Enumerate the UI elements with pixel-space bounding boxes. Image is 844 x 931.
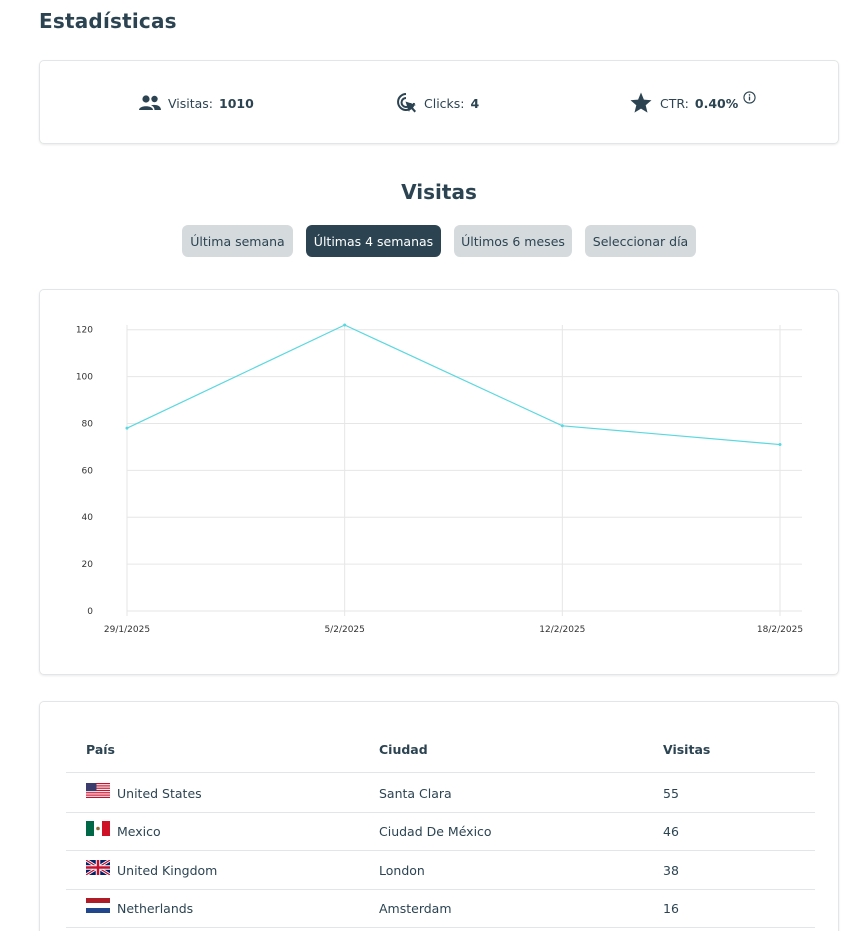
city-name: London (379, 863, 425, 878)
city-name: Amsterdam (379, 901, 452, 916)
y-tick-label: 120 (76, 326, 93, 336)
clicks-value: 4 (470, 95, 480, 111)
stat-ctr: CTR: 0.40% (628, 61, 756, 145)
x-tick-label: 12/2/2025 (539, 625, 585, 635)
y-tick-label: 100 (76, 373, 93, 383)
table-row: Netherlands Amsterdam 16 (66, 889, 815, 928)
country-name: Mexico (117, 824, 161, 839)
visits-value: 1010 (219, 95, 254, 111)
users-icon (138, 94, 162, 112)
visits-section-title: Visitas (401, 180, 477, 204)
x-tick-label: 5/2/2025 (324, 625, 364, 635)
page-title: Estadísticas (39, 9, 177, 33)
y-tick-label: 40 (82, 513, 94, 523)
info-icon[interactable] (743, 90, 756, 104)
header-visits: Visitas (663, 742, 711, 757)
visits-label: Visitas: (168, 95, 214, 111)
ctr-label: CTR: (660, 95, 689, 111)
x-tick-label: 29/1/2025 (104, 625, 150, 635)
country-name: Netherlands (117, 901, 194, 916)
click-cursor-icon (396, 92, 418, 114)
y-tick-label: 20 (82, 560, 94, 570)
header-city: Ciudad (379, 742, 428, 757)
clicks-label: Clicks: (424, 95, 465, 111)
y-tick-label: 0 (87, 607, 93, 617)
visits-table-card: País Ciudad Visitas United States Santa … (39, 701, 839, 931)
city-name: Santa Clara (379, 786, 452, 801)
y-tick-label: 60 (82, 466, 94, 476)
header-country: País (86, 742, 115, 757)
ctr-value: 0.40% (694, 95, 739, 111)
visits-series-line (126, 324, 781, 446)
gb-flag-icon (85, 858, 111, 877)
y-tick-label: 80 (82, 419, 94, 429)
stat-visits: Visitas: 1010 (138, 61, 254, 145)
period-tabs: Última semana Últimas 4 semanas Últimos … (0, 225, 844, 257)
us-flag-icon (86, 783, 110, 798)
visits-count: 38 (663, 863, 679, 878)
data-point (125, 426, 129, 430)
nl-flag-icon (86, 898, 110, 913)
visits-line-chart: 0 20 40 60 80 100 120 29/1/2025 5/2/2025 12/2/202… (76, 323, 803, 635)
stats-card: Visitas: 1010 Clicks: 4 CTR: 0.40% (39, 60, 839, 144)
tab-last-6-months[interactable]: Últimos 6 meses (454, 225, 572, 257)
data-point (343, 323, 347, 327)
table-row: United Kingdom London 38 (66, 851, 815, 890)
tab-last-week[interactable]: Última semana (182, 225, 293, 257)
visits-count: 46 (663, 824, 679, 839)
visits-count: 55 (663, 786, 679, 801)
table-row: United States Santa Clara 55 (66, 774, 815, 813)
table-row: Mexico Ciudad De México 46 (66, 812, 815, 851)
country-name: United Kingdom (117, 863, 218, 878)
table-header: País Ciudad Visitas (66, 742, 815, 773)
city-name: Ciudad De México (379, 824, 492, 839)
data-point (560, 424, 564, 428)
x-tick-label: 18/2/2025 (757, 625, 803, 635)
tab-last-4-weeks[interactable]: Últimas 4 semanas (306, 225, 441, 257)
visits-chart-card: 0 20 40 60 80 100 120 29/1/2025 5/2/2025 12/2/202… (39, 289, 839, 675)
mx-flag-icon (86, 821, 110, 836)
visits-count: 16 (663, 901, 679, 916)
stat-clicks: Clicks: 4 (396, 61, 479, 145)
country-name: United States (117, 786, 202, 801)
tab-select-day[interactable]: Seleccionar día (585, 225, 696, 257)
data-point (778, 443, 782, 447)
star-icon (628, 91, 654, 115)
